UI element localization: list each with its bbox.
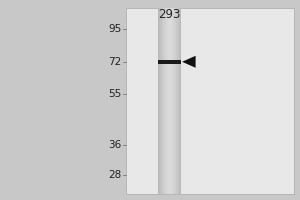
Bar xyxy=(168,8,169,194)
Bar xyxy=(180,8,181,194)
Bar xyxy=(170,8,171,194)
Bar xyxy=(167,8,168,194)
Bar xyxy=(171,8,172,194)
Bar xyxy=(158,60,181,64)
Bar xyxy=(169,8,170,194)
Polygon shape xyxy=(182,56,196,68)
Text: 55: 55 xyxy=(108,89,122,99)
Bar xyxy=(165,8,166,194)
Text: 95: 95 xyxy=(108,24,122,34)
Text: 36: 36 xyxy=(108,140,122,150)
Bar xyxy=(172,8,173,194)
Bar xyxy=(177,8,178,194)
Bar xyxy=(174,8,175,194)
Bar xyxy=(160,8,161,194)
Bar xyxy=(159,8,160,194)
Text: 28: 28 xyxy=(108,170,122,180)
Bar xyxy=(166,8,167,194)
Text: 293: 293 xyxy=(158,8,181,21)
Bar xyxy=(162,8,163,194)
Bar xyxy=(158,8,159,194)
Bar xyxy=(173,8,174,194)
Bar xyxy=(161,8,162,194)
Bar xyxy=(175,8,176,194)
Bar xyxy=(178,8,179,194)
Bar xyxy=(179,8,180,194)
Bar xyxy=(163,8,164,194)
Bar xyxy=(176,8,177,194)
Text: 72: 72 xyxy=(108,57,122,67)
Bar xyxy=(126,8,294,194)
Bar xyxy=(164,8,165,194)
